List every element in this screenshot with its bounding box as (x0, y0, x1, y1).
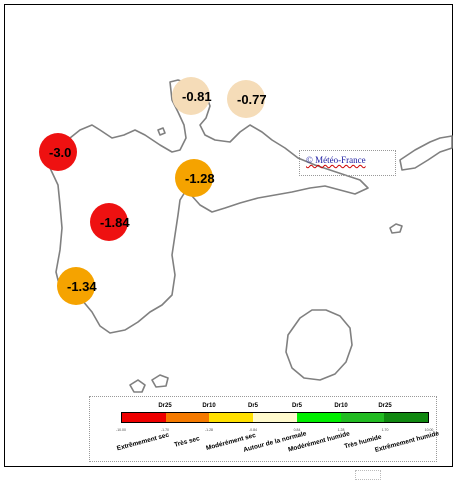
peninsula-outline (399, 135, 453, 171)
station-value-label: -1.28 (185, 171, 215, 186)
legend-tick-label: 1.70 (381, 428, 389, 432)
station-marker (175, 159, 213, 197)
station-value-label: -1.34 (67, 279, 97, 294)
legend-color-segment (122, 413, 166, 422)
les-saintes-outline (129, 379, 146, 393)
legend-tick-label: -10.00 (116, 428, 126, 432)
legend-code: Dr10 (334, 403, 348, 409)
legend-color-segment (296, 413, 341, 422)
legend-tick-label: 0.84 (293, 428, 301, 432)
station-value-label: -3.0 (49, 145, 71, 160)
legend: Dr25 Dr10 Dr5 Dr5 Dr10 Dr25 -10.00 -1.70 -1.28 -… (89, 396, 440, 462)
islet-outline (389, 223, 403, 234)
station-marker (172, 77, 210, 115)
legend-color-segment (165, 413, 210, 422)
station-marker (90, 203, 128, 241)
legend-tick-label: 10.00 (424, 428, 434, 432)
legend-color-segment (209, 413, 254, 422)
station-value-label: -1.84 (100, 215, 130, 230)
les-saintes-outline-2 (151, 374, 169, 388)
legend-category-label: Extrêmement humide (374, 430, 440, 454)
legend-code: Dr25 (378, 403, 392, 409)
legend-code: Dr10 (202, 403, 216, 409)
legend-category-label: Extrêmement sec (116, 431, 170, 453)
legend-tick-label: -1.28 (205, 428, 213, 432)
copyright-box: © Météo-France (299, 150, 396, 176)
station-marker (57, 267, 95, 305)
legend-tick-label: -1.70 (161, 428, 169, 432)
legend-code: Dr5 (291, 403, 303, 409)
legend-code: Dr5 (247, 403, 259, 409)
station-marker (227, 80, 265, 118)
station-value-label: -0.77 (237, 92, 267, 107)
guadeloupe-outline (43, 79, 369, 334)
legend-code: Dr25 (158, 403, 172, 409)
copyright-text: © Météo-France (306, 155, 366, 165)
legend-tick-label: -0.84 (249, 428, 257, 432)
legend-color-segment (340, 413, 385, 422)
islet-outline-2 (157, 127, 166, 136)
legend-category-label: Très sec (173, 435, 201, 449)
legend-color-segment (384, 413, 429, 422)
marie-galante-outline (285, 309, 353, 381)
legend-tick-label: 1.28 (337, 428, 345, 432)
scale-box (355, 470, 381, 480)
legend-color-segment (253, 413, 297, 422)
legend-color-bar (121, 412, 429, 423)
station-marker (39, 133, 77, 171)
station-value-label: -0.81 (182, 89, 212, 104)
